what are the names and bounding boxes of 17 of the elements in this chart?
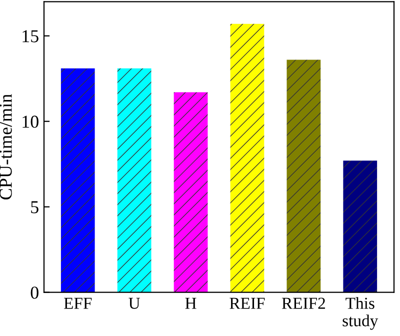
bar [174, 92, 208, 292]
x-tick-label: REIF [230, 298, 265, 309]
y-tick-label: 5 [31, 201, 38, 214]
x-tick-label: This study [342, 297, 378, 330]
bar [286, 60, 321, 292]
bar [343, 160, 378, 292]
x-tick-label: H [185, 298, 196, 309]
bar [117, 68, 152, 292]
y-tick-label: 0 [30, 286, 38, 299]
bar [60, 68, 95, 292]
x-tick-label: U [128, 298, 140, 309]
x-tick-label: EFF [64, 298, 92, 309]
y-tick-label: 15 [22, 30, 38, 42]
bar [230, 24, 264, 292]
y-tick-label: 10 [22, 116, 38, 128]
x-tick-label: REIF2 [282, 298, 325, 309]
y-axis-title: CPU-time/min [0, 94, 12, 200]
